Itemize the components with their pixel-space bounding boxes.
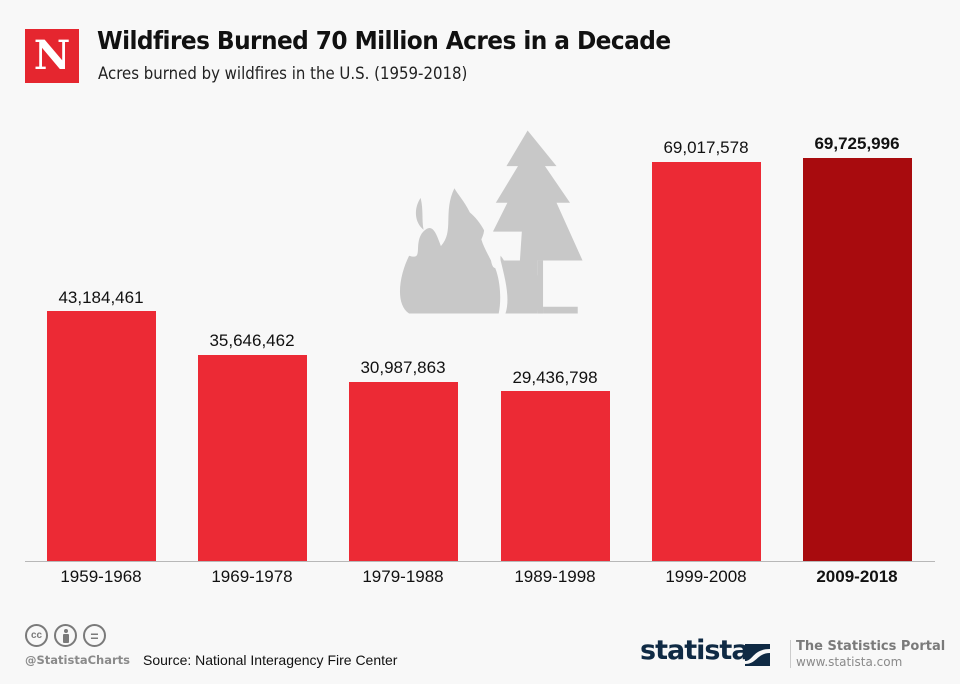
value-label-highlight: 69,725,996: [814, 134, 900, 153]
source-note: Source: National Interagency Fire Center: [143, 652, 398, 668]
creative-commons-icons: cc =: [25, 624, 106, 647]
newsweek-logo: N: [25, 29, 79, 83]
brand-divider: [790, 640, 791, 668]
value-label: 30,987,863: [360, 358, 446, 377]
value-label: 43,184,461: [58, 288, 144, 307]
statistics-portal-label: The Statistics Portal: [796, 639, 946, 654]
value-label: 35,646,462: [209, 331, 295, 350]
chart-subtitle: Acres burned by wildfires in the U.S. (1…: [98, 64, 468, 84]
category-label: 1969-1978: [211, 567, 293, 586]
statista-wordmark: statista: [640, 635, 750, 666]
bar-1969-1978: [198, 355, 307, 561]
statista-url: www.statista.com: [796, 655, 903, 669]
wildfire-tree-icon: [399, 130, 583, 314]
x-axis-line: [25, 561, 935, 562]
bar-2009-2018: [803, 158, 912, 561]
value-label: 69,017,578: [663, 138, 749, 157]
statista-mark-icon: [745, 644, 770, 666]
nd-icon: =: [83, 624, 106, 647]
category-label-highlight: 2009-2018: [816, 567, 898, 586]
bar-chart: 43,184,461 35,646,462 30,987,863 29,436,…: [25, 134, 935, 586]
category-label: 1959-1968: [60, 567, 142, 586]
chart-title: Wildfires Burned 70 Million Acres in a D…: [97, 26, 671, 55]
by-icon: [54, 624, 77, 647]
cc-icon: cc: [25, 624, 48, 647]
category-label: 1999-2008: [665, 567, 747, 586]
bar-1959-1968: [47, 311, 156, 561]
bar-1999-2008: [652, 162, 761, 561]
statista-handle: @StatistaCharts: [25, 653, 130, 667]
value-label: 29,436,798: [512, 368, 598, 387]
category-label: 1989-1998: [514, 567, 596, 586]
bar-1989-1998: [501, 391, 610, 561]
category-label: 1979-1988: [362, 567, 444, 586]
bar-1979-1988: [349, 382, 458, 561]
logo-letter: N: [33, 32, 71, 79]
